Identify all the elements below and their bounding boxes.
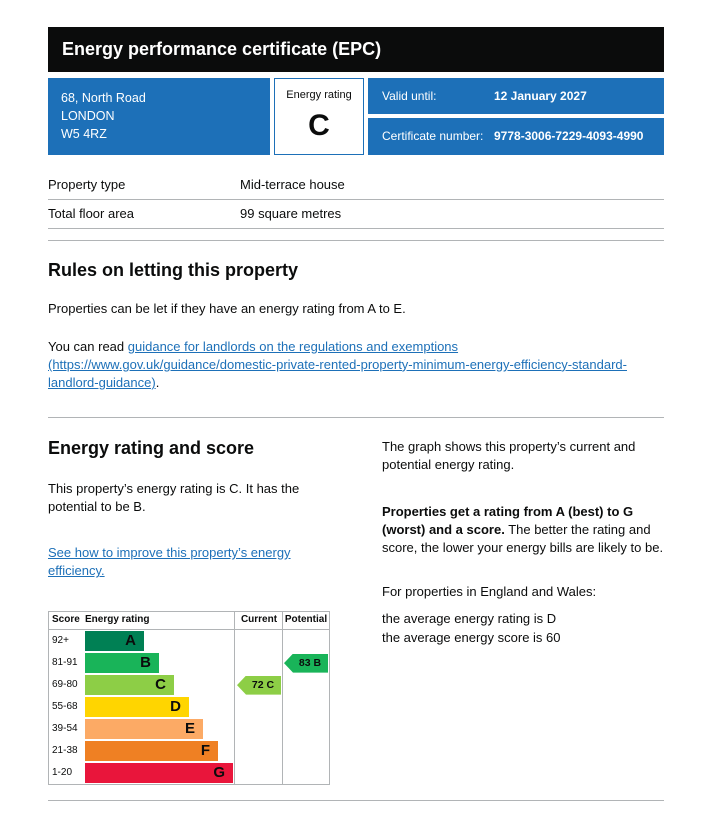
rating-explanation-bold: Properties get a rating from A (best) to…: [382, 503, 634, 537]
property-type-value: Mid-terrace house: [240, 176, 345, 192]
band-bar-d: D: [85, 696, 189, 717]
epc-band-rows: 92+ A 81-91 B 69-80 C 55-68 D 39-54 E 21-38 F 1-20 G: [49, 630, 329, 784]
chart-column-divider: [234, 611, 235, 784]
energy-rating-value: C: [308, 108, 330, 142]
band-row-c: 69-80 C: [49, 674, 329, 696]
band-letter: G: [213, 764, 225, 782]
band-bar-c: C: [85, 674, 174, 695]
rules-paragraph: Properties can be let if they have an en…: [48, 300, 406, 316]
epc-chart: Score Energy rating Current Potential 92+ A 81…: [48, 610, 330, 785]
current-rating-marker: 72 C: [237, 675, 281, 695]
property-type-label: Property type: [48, 176, 126, 192]
band-score-range: 21-38: [52, 744, 78, 756]
potential-rating-marker: 83 B: [284, 653, 328, 673]
floor-area-value: 99 square metres: [240, 205, 342, 221]
average-rating-line: the average energy rating is D: [382, 611, 557, 627]
chart-header-rating: Energy rating: [85, 614, 150, 626]
band-letter: D: [170, 698, 181, 716]
band-row-a: 92+ A: [49, 630, 329, 652]
band-score-range: 81-91: [52, 656, 78, 668]
band-row-d: 55-68 D: [49, 696, 329, 718]
floor-area-label: Total floor area: [48, 205, 134, 221]
band-score-range: 1-20: [52, 766, 73, 778]
band-bar-a: A: [85, 630, 144, 651]
band-score-range: 92+: [52, 634, 69, 646]
chart-header-potential: Potential: [284, 614, 328, 626]
chart-column-divider: [282, 611, 283, 784]
band-score-range: 55-68: [52, 700, 78, 712]
band-letter: A: [125, 632, 136, 650]
averages-intro: For properties in England and Wales:: [382, 584, 597, 600]
band-row-f: 21-38 F: [49, 740, 329, 762]
landlord-guidance-link[interactable]: guidance for landlords on the regulation…: [48, 338, 627, 391]
graph-caption: The graph shows this property’s current …: [382, 439, 636, 473]
rules-heading: Rules on letting this property: [48, 259, 299, 280]
band-letter: E: [184, 720, 195, 738]
band-row-g: 1-20 G: [49, 762, 329, 784]
valid-until-box: Valid until: 12 January 2027: [368, 78, 664, 115]
rating-score-right-column: The graph shows this property’s current …: [382, 418, 664, 784]
rules-link-suffix: .: [155, 375, 160, 391]
band-bar-f: F: [85, 740, 218, 761]
rating-score-heading: Energy rating and score: [48, 438, 255, 459]
improve-efficiency-link[interactable]: See how to improve this property’s energ…: [48, 545, 291, 579]
address-line-1: 68, North Road: [61, 91, 146, 106]
summary-info-boxes: Valid until: 12 January 2027 Certificate…: [368, 78, 664, 155]
average-score-line: the average energy score is 60: [382, 629, 561, 645]
band-score-range: 69-80: [52, 678, 78, 690]
section-divider: [48, 417, 664, 419]
section-divider: [48, 239, 664, 241]
property-facts-table: Property type Mid-terrace house Total fl…: [48, 171, 664, 229]
table-row: Total floor area 99 square metres: [48, 200, 664, 229]
band-bar-g: G: [85, 762, 233, 783]
summary-panel: 68, North Road LONDON W5 4RZ Energy rati…: [48, 78, 664, 155]
address-line-2: LONDON: [61, 109, 115, 124]
certificate-number-label: Certificate number:: [382, 129, 484, 144]
band-bar-b: B: [85, 652, 159, 673]
address-line-3: W5 4RZ: [61, 127, 107, 142]
band-letter: F: [200, 742, 210, 760]
rating-explanation: Properties get a rating from A (best) to…: [382, 503, 664, 558]
valid-until-label: Valid until:: [382, 88, 437, 103]
certificate-number-box: Certificate number: 9778-3006-7229-4093-…: [368, 118, 664, 155]
energy-rating-label: Energy rating: [286, 89, 352, 102]
address-box: 68, North Road LONDON W5 4RZ: [48, 78, 270, 155]
rules-link-paragraph: You can read guidance for landlords on t…: [48, 338, 664, 393]
table-row: Property type Mid-terrace house: [48, 171, 664, 200]
chart-header-score: Score: [52, 614, 80, 626]
band-letter: C: [155, 676, 166, 694]
rating-intro: This property’s energy rating is C. It h…: [48, 480, 300, 515]
rating-explanation-rest: The better the rating and score, the low…: [382, 521, 664, 556]
rules-section: Rules on letting this property Propertie…: [48, 260, 664, 392]
rating-score-section: Energy rating and score This property’s …: [48, 418, 664, 785]
rules-link-prefix: You can read: [48, 338, 128, 354]
band-row-b: 81-91 B: [49, 652, 329, 674]
chart-header-current: Current: [240, 614, 278, 626]
band-bar-e: E: [85, 718, 203, 739]
page-title: Energy performance certificate (EPC): [48, 27, 664, 73]
valid-until-value: 12 January 2027: [494, 88, 587, 103]
band-score-range: 39-54: [52, 722, 78, 734]
rating-score-left-column: Energy rating and score This property’s …: [48, 418, 330, 785]
band-letter: B: [140, 654, 151, 672]
bottom-divider: [48, 799, 664, 801]
energy-rating-box: Energy rating C: [274, 78, 364, 155]
band-row-e: 39-54 E: [49, 718, 329, 740]
certificate-number-value: 9778-3006-7229-4093-4990: [494, 129, 644, 144]
